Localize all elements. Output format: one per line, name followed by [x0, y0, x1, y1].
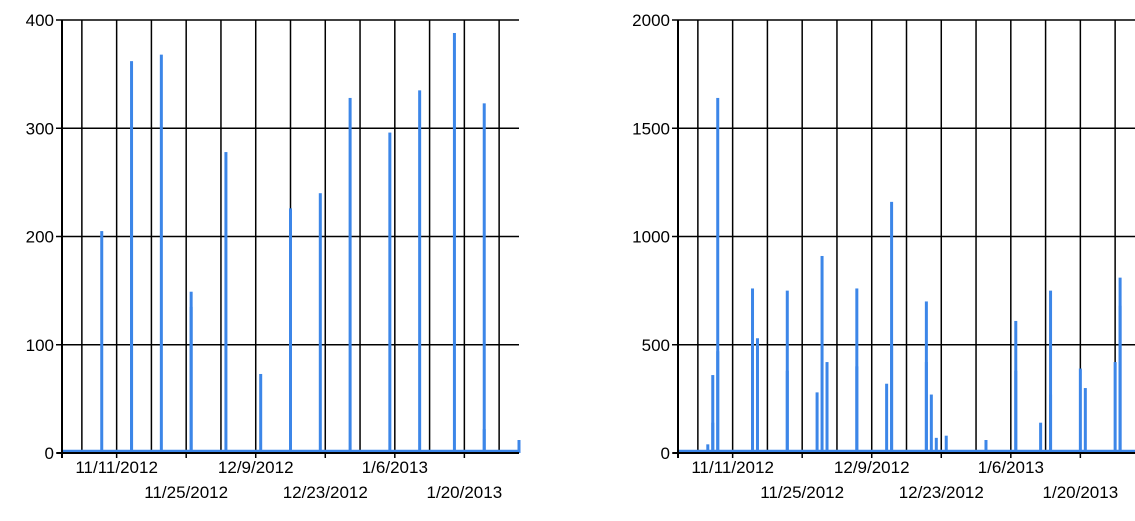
x-tick-label: 1/20/2013: [1043, 483, 1119, 502]
y-tick-label: 1000: [632, 228, 670, 247]
data-spike: [224, 152, 228, 453]
data-spike: [1113, 362, 1117, 453]
data-spike: [1118, 305, 1122, 453]
data-spike: [706, 444, 710, 453]
data-spike: [1083, 388, 1087, 453]
data-spike: [452, 32, 456, 454]
data-spike: [924, 362, 928, 453]
y-tick-label: 200: [26, 228, 54, 247]
x-tick-label: 11/11/2012: [691, 458, 774, 477]
x-tick-label: 11/25/2012: [144, 483, 228, 502]
data-spike: [1014, 320, 1018, 453]
data-spike: [189, 306, 193, 453]
data-spike: [517, 440, 521, 453]
data-spike: [1039, 422, 1043, 453]
y-tick-label: 1500: [632, 119, 670, 138]
data-spike: [711, 375, 715, 453]
data-spike: [1078, 368, 1082, 453]
data-spike: [944, 435, 948, 453]
x-tick-label: 1/6/2013: [978, 458, 1044, 477]
chart-2: 0 500 1000 1500 2000 11/11/2012 11/25/2012 12/9…: [632, 11, 1135, 502]
data-spike: [716, 97, 720, 453]
x-tick-label: 1/20/2013: [427, 483, 503, 502]
x-tick-label: 12/9/2012: [834, 458, 910, 477]
data-spike: [1049, 394, 1053, 453]
series-baseline: [678, 449, 1135, 453]
data-spike: [934, 437, 938, 453]
data-spike: [815, 392, 819, 453]
data-spike: [100, 231, 104, 453]
data-spike: [825, 362, 829, 453]
data-spike: [751, 288, 755, 453]
y-tick-label: 400: [26, 11, 54, 30]
data-spike: [388, 132, 392, 453]
data-spike: [289, 208, 292, 453]
data-spike: [785, 370, 789, 453]
data-spike: [130, 189, 134, 453]
data-spike: [348, 97, 352, 453]
data-spike: [418, 90, 422, 454]
y-tick-label: 0: [45, 444, 54, 463]
y-tick-label: 0: [661, 444, 670, 463]
x-tick-label: 1/6/2013: [362, 458, 428, 477]
data-spike: [820, 255, 824, 453]
x-tick-label: 12/9/2012: [218, 458, 294, 477]
data-spike: [159, 54, 163, 453]
x-tick-label: 12/23/2012: [283, 483, 368, 502]
x-tick-label: 12/23/2012: [899, 483, 984, 502]
y-tick-label: 100: [26, 336, 54, 355]
chart-1: 0 100 200 300 400 11/11/2012 11/25/2012 12/9/20…: [26, 11, 521, 502]
data-spike: [259, 373, 263, 453]
y-tick-label: 500: [642, 336, 670, 355]
y-tick-label: 300: [26, 119, 54, 138]
x-tick-label: 11/25/2012: [760, 483, 844, 502]
data-spike: [890, 344, 894, 453]
data-spike: [984, 440, 988, 453]
data-spike: [482, 429, 486, 453]
x-tick-label: 11/11/2012: [75, 458, 158, 477]
data-spike: [929, 394, 933, 453]
data-spike: [1049, 290, 1053, 453]
data-spike: [318, 193, 322, 453]
data-spike: [755, 338, 759, 453]
data-spike: [482, 103, 486, 453]
data-spike: [716, 351, 720, 453]
data-spike: [855, 366, 859, 453]
y-tick-label: 2000: [632, 11, 670, 30]
data-spike: [885, 383, 889, 453]
data-spike: [890, 201, 894, 453]
